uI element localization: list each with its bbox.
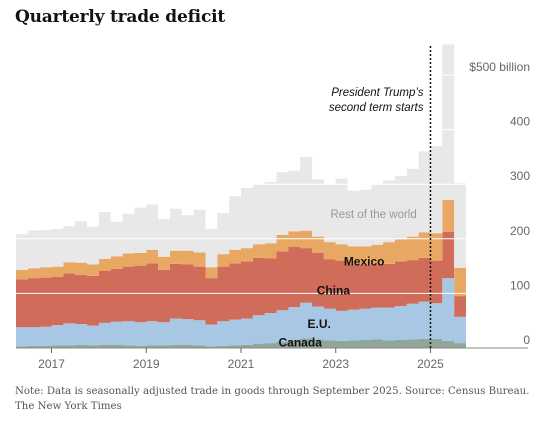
y-tick-label: 100 bbox=[510, 278, 530, 292]
event-annotation-line: second term starts bbox=[329, 102, 424, 114]
series-label-mexico: Mexico bbox=[344, 255, 385, 269]
chart-title: Quarterly trade deficit bbox=[15, 7, 226, 27]
source-note: Note: Data is seasonally adjusted trade … bbox=[15, 386, 530, 412]
area-china bbox=[16, 231, 466, 328]
y-tick-label: 400 bbox=[510, 115, 530, 129]
x-tick-label: 2019 bbox=[133, 357, 160, 371]
x-tick-label: 2017 bbox=[38, 357, 65, 371]
y-tick-label: 300 bbox=[510, 169, 530, 183]
y-axis: 0 100 200 300 400 $500 billion bbox=[469, 60, 530, 347]
y-tick-label: $500 billion bbox=[469, 60, 530, 74]
series-label-china: China bbox=[317, 284, 351, 298]
area-rest-of-the-world bbox=[16, 44, 466, 270]
event-annotation-line: President Trump’s bbox=[331, 87, 423, 99]
x-tick-label: 2021 bbox=[228, 357, 255, 371]
gridlines bbox=[16, 74, 528, 349]
area-e-u- bbox=[16, 278, 466, 347]
area-canada bbox=[16, 338, 466, 348]
x-tick-label: 2025 bbox=[417, 357, 444, 371]
x-tick-label: 2023 bbox=[322, 357, 349, 371]
series-labels: Mexico China E.U. Canada Rest of the world bbox=[279, 209, 417, 349]
series-label-e-u-: E.U. bbox=[307, 317, 330, 331]
event-marker: President Trump’s second term starts bbox=[329, 46, 432, 348]
series-label-rest-of-the-world: Rest of the world bbox=[330, 209, 416, 221]
y-tick-label: 200 bbox=[510, 224, 530, 238]
trade-deficit-chart: President Trump’s second term starts Mexi… bbox=[16, 44, 530, 371]
series-label-canada: Canada bbox=[279, 336, 323, 350]
stacked-areas bbox=[16, 44, 466, 348]
area-mexico bbox=[16, 200, 466, 297]
y-tick-label: 0 bbox=[523, 333, 530, 347]
x-axis: 2017 2019 2021 2023 2025 bbox=[38, 348, 444, 371]
